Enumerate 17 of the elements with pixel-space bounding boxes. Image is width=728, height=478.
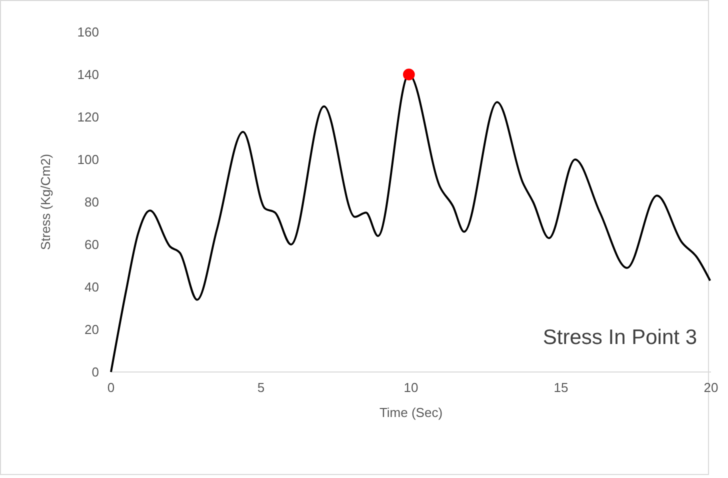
y-tick-label: 40 — [84, 280, 99, 294]
x-tick-label: 5 — [257, 380, 265, 395]
y-tick-label: 100 — [77, 152, 99, 167]
y-tick-label: 160 — [77, 24, 99, 40]
y-tick-label: 140 — [77, 67, 99, 82]
annotation: Stress In Point 3 — [542, 326, 697, 349]
y-tick-label: 120 — [77, 110, 99, 124]
x-axis-title: Time (Sec) — [379, 405, 443, 420]
x-tick-label: 20 — [704, 380, 718, 395]
x-tick-label: 10 — [404, 380, 418, 395]
y-tick-label: 80 — [84, 194, 99, 210]
y-tick-label: 20 — [84, 322, 99, 337]
y-tick-label: 60 — [84, 237, 99, 252]
y-axis-title: Stress (Kg/Cm2) — [38, 154, 53, 250]
x-tick-label: 15 — [554, 380, 568, 395]
y-tick-label: 0 — [92, 364, 99, 380]
x-tick-label: 0 — [107, 380, 115, 395]
